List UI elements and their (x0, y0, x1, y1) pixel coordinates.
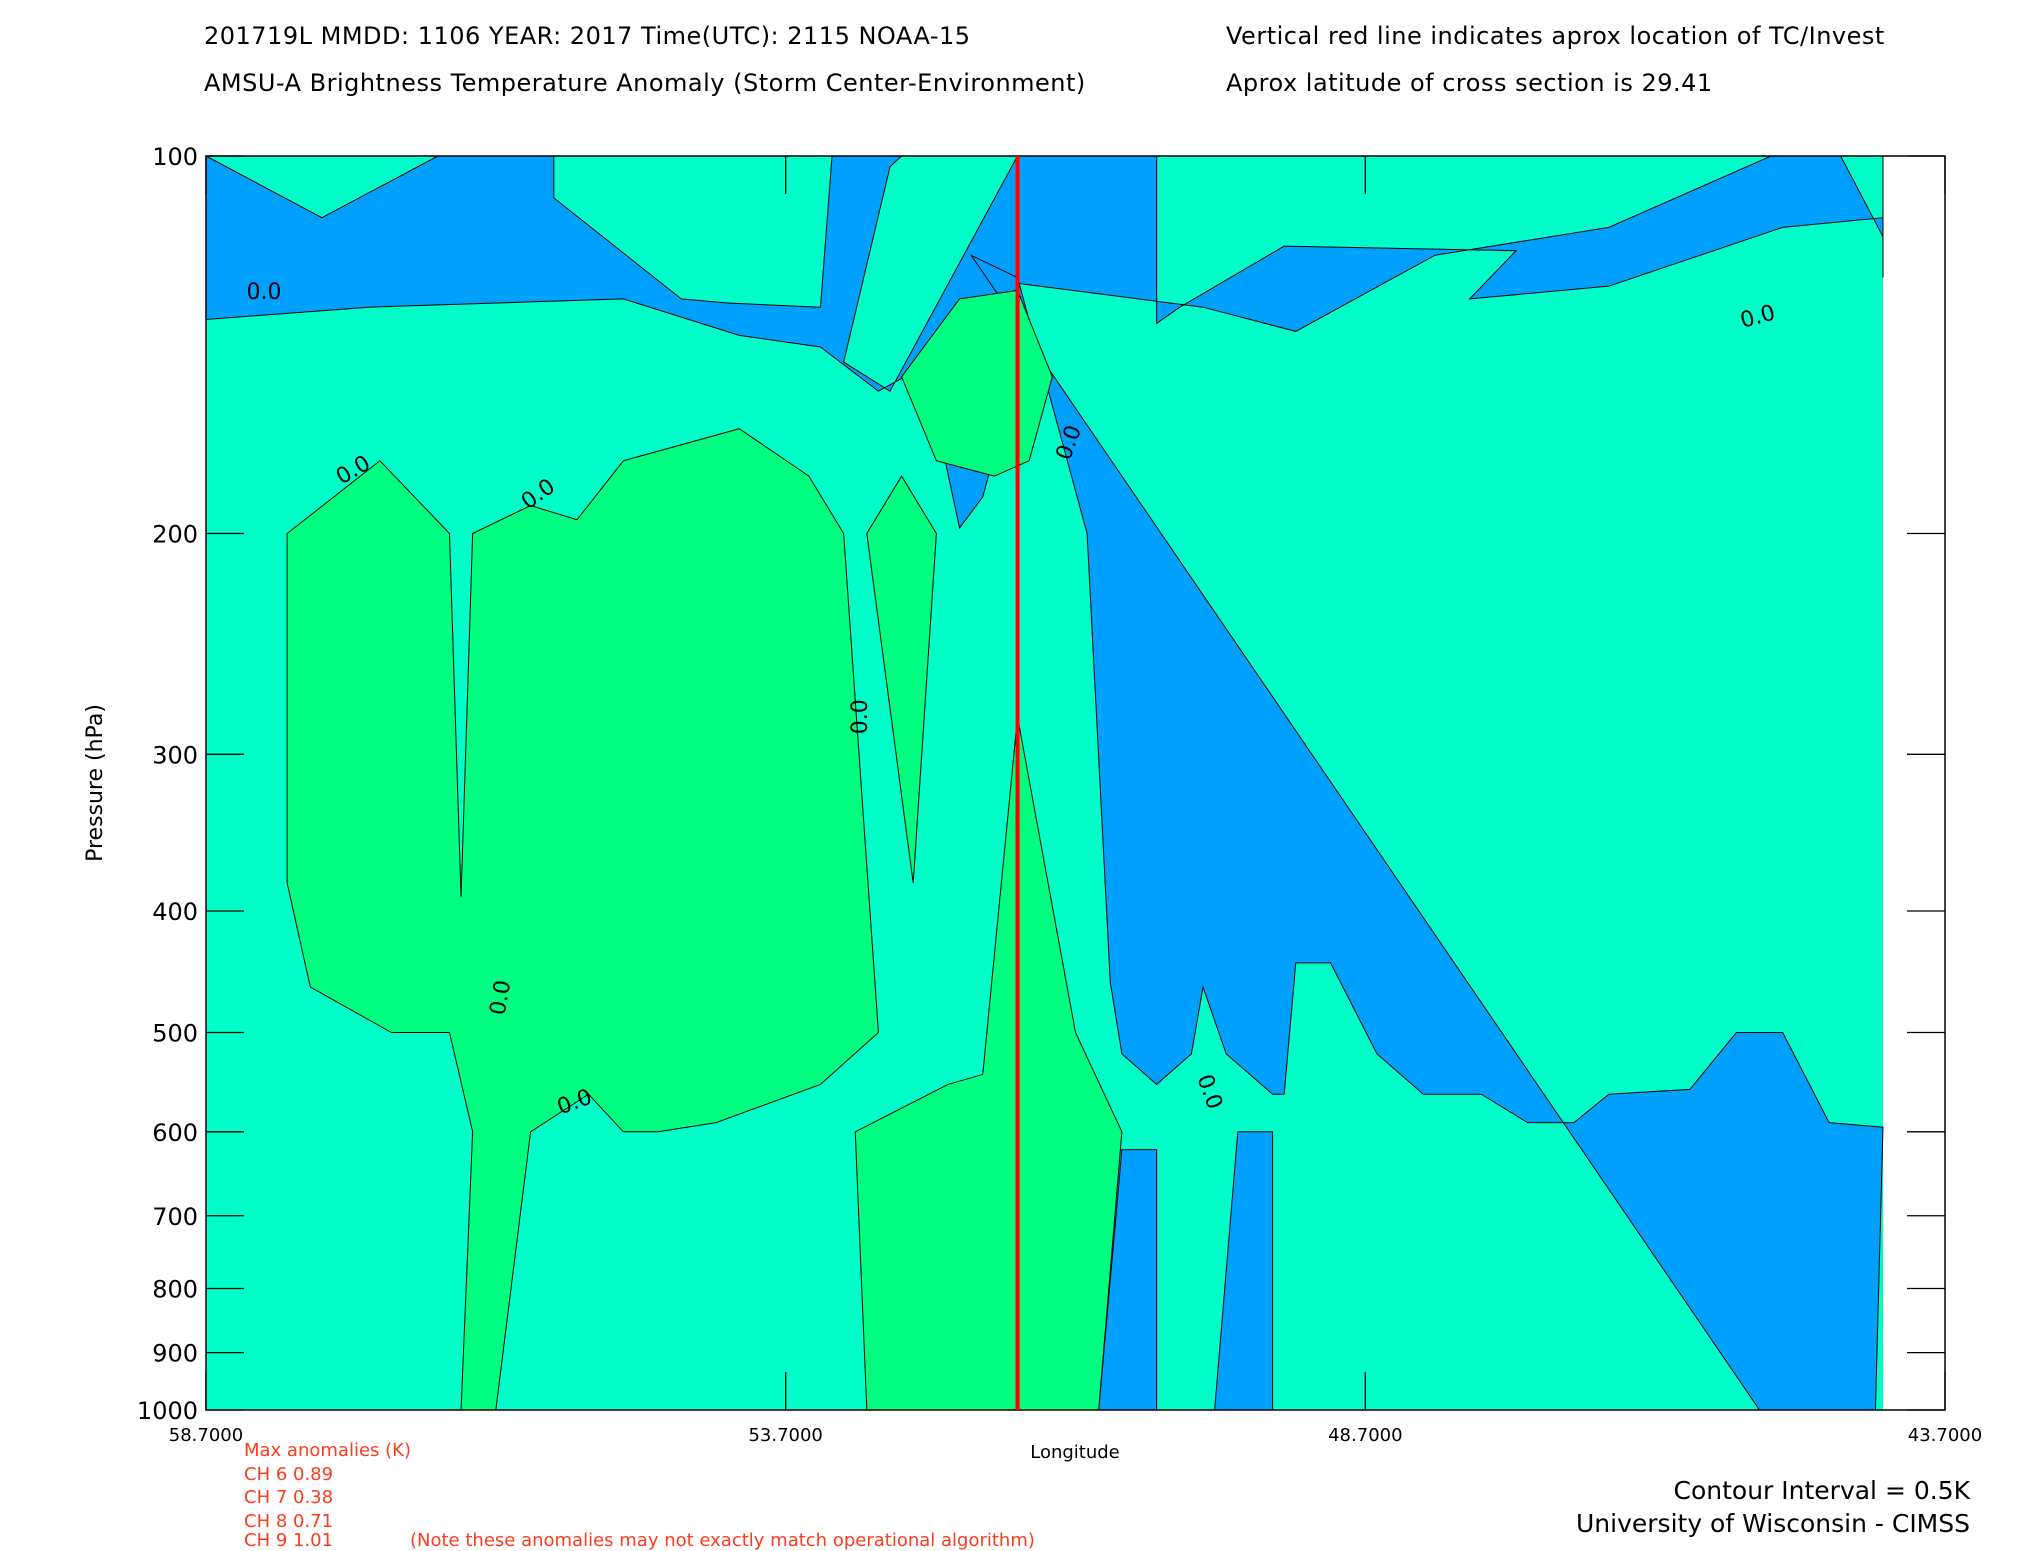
y-tick-label: 900 (152, 1340, 198, 1368)
contour-label: 0.0 (486, 978, 517, 1017)
y-tick-label: 200 (152, 520, 198, 548)
x-axis-label: Longitude (1030, 1442, 1120, 1463)
anomaly-note: (Note these anomalies may not exactly ma… (410, 1530, 1035, 1551)
header-line1-left: 201719L MMDD: 1106 YEAR: 2017 Time(UTC):… (204, 22, 971, 50)
anomaly-ch9: CH 9 1.01 (244, 1530, 334, 1551)
x-tick-label: 58.7000 (169, 1425, 243, 1446)
x-tick-label: 43.7000 (1908, 1425, 1982, 1446)
header-line2-left: AMSU-A Brightness Temperature Anomaly (S… (204, 69, 1086, 97)
y-axis-label: Pressure (hPa) (83, 704, 108, 862)
y-tick-label: 600 (152, 1119, 198, 1147)
contour-interval: Contour Interval = 0.5K (1673, 1476, 1971, 1505)
contour-label: 0.0 (848, 699, 873, 734)
contour-region-green (866, 475, 937, 884)
anomaly-ch7: CH 7 0.38 (244, 1487, 334, 1508)
header-line2-right: Aprox latitude of cross section is 29.41 (1226, 69, 1713, 97)
credit: University of Wisconsin - CIMSS (1576, 1509, 1970, 1538)
y-tick-label: 300 (152, 741, 198, 769)
plot-frame (205, 155, 1946, 1411)
max-anomalies-title: Max anomalies (K) (244, 1440, 411, 1461)
contour-region-green (286, 428, 879, 1411)
anomaly-ch8: CH 8 0.71 (244, 1511, 334, 1532)
contour-label: 0.0 (246, 280, 281, 305)
y-tick-label: 1000 (137, 1397, 198, 1425)
y-tick-label: 800 (152, 1275, 198, 1303)
y-tick-label: 500 (152, 1020, 198, 1048)
x-tick-label: 53.7000 (748, 1425, 822, 1446)
anomaly-ch6: CH 6 0.89 (244, 1464, 334, 1485)
y-tick-label: 700 (152, 1203, 198, 1231)
contour-region-green (901, 289, 1053, 477)
y-tick-label: 400 (152, 898, 198, 926)
y-tick-label: 100 (152, 143, 198, 171)
header-line1-right: Vertical red line indicates aprox locati… (1226, 22, 1885, 50)
x-tick-label: 48.7000 (1328, 1425, 1402, 1446)
